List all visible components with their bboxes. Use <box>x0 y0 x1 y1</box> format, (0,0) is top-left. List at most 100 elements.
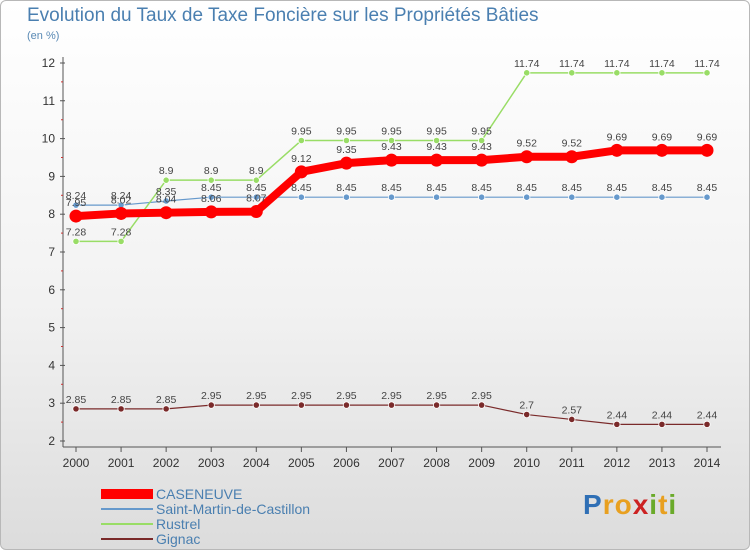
data-label-saint-martin-de-castillon: 8.35 <box>156 186 177 198</box>
data-point-caseneuve <box>520 150 534 164</box>
data-point-gignac <box>342 401 351 409</box>
data-label-rustrel: 9.95 <box>291 125 312 137</box>
data-point-gignac <box>207 401 215 409</box>
x-tick-label: 2006 <box>333 456 360 470</box>
data-point-gignac <box>568 415 576 424</box>
data-point-caseneuve <box>565 150 579 164</box>
data-point-caseneuve <box>249 205 263 219</box>
legend-label: Gignac <box>156 531 201 547</box>
data-label-rustrel: 11.74 <box>694 58 720 70</box>
logo-letter: i <box>649 489 659 520</box>
legend-label: CASENEUVE <box>156 486 243 502</box>
x-tick-label: 2010 <box>513 456 540 470</box>
x-tick-label: 2001 <box>108 456 135 470</box>
y-tick-label: 2 <box>48 434 55 448</box>
data-label-saint-martin-de-castillon: 8.45 <box>516 182 537 194</box>
data-label-caseneuve: 9.69 <box>607 131 628 143</box>
data-label-gignac: 2.95 <box>246 390 267 402</box>
x-tick-label: 2003 <box>198 456 225 470</box>
data-point-saint-martin-de-castillon <box>162 197 170 205</box>
x-tick-label: 2000 <box>63 456 90 470</box>
data-point-gignac <box>117 405 125 413</box>
data-label-caseneuve: 9.43 <box>381 141 402 153</box>
data-point-caseneuve <box>475 153 489 167</box>
y-tick-label: 11 <box>43 94 56 108</box>
data-label-saint-martin-de-castillon: 8.45 <box>607 182 628 194</box>
data-label-saint-martin-de-castillon: 8.45 <box>246 182 267 194</box>
data-label-caseneuve: 7.95 <box>66 197 87 209</box>
data-point-gignac <box>523 410 531 419</box>
data-label-caseneuve: 9.52 <box>562 138 583 150</box>
data-point-rustrel <box>207 176 215 184</box>
data-label-gignac: 2.95 <box>336 390 357 402</box>
data-point-gignac <box>703 420 711 428</box>
data-label-gignac: 2.85 <box>66 394 87 406</box>
data-point-gignac <box>432 401 441 409</box>
data-label-gignac: 2.95 <box>381 390 402 402</box>
data-point-gignac <box>72 405 80 413</box>
data-point-saint-martin-de-castillon <box>523 193 531 201</box>
data-point-caseneuve <box>385 153 398 167</box>
data-label-saint-martin-de-castillon: 8.45 <box>426 182 447 194</box>
data-label-caseneuve: 9.52 <box>516 138 537 150</box>
data-point-gignac <box>297 401 305 409</box>
data-point-caseneuve <box>294 165 308 179</box>
data-label-caseneuve: 8.07 <box>246 193 267 205</box>
data-label-gignac: 2.95 <box>471 390 492 402</box>
x-tick-label: 2004 <box>243 456 270 470</box>
data-point-rustrel <box>342 136 351 145</box>
data-point-rustrel <box>703 69 711 77</box>
data-point-gignac <box>252 401 260 409</box>
legend-label: Rustrel <box>156 516 201 532</box>
x-tick-label: 2002 <box>153 456 180 470</box>
legend-swatch <box>101 538 153 540</box>
x-tick-label: 2005 <box>288 456 315 470</box>
y-tick-label: 3 <box>48 396 55 410</box>
data-point-gignac <box>478 401 486 409</box>
data-label-caseneuve: 8.06 <box>201 193 222 205</box>
data-point-gignac <box>613 420 621 428</box>
data-label-gignac: 2.85 <box>156 394 177 406</box>
data-point-rustrel <box>162 176 170 184</box>
data-point-rustrel <box>252 176 260 184</box>
data-label-caseneuve: 8.04 <box>156 194 177 206</box>
data-point-rustrel <box>387 136 396 145</box>
data-point-caseneuve <box>339 156 353 170</box>
data-label-gignac: 2.95 <box>426 390 447 402</box>
data-point-caseneuve <box>700 143 714 157</box>
data-label-saint-martin-de-castillon: 8.24 <box>111 190 132 202</box>
data-point-caseneuve <box>655 143 669 157</box>
data-label-saint-martin-de-castillon: 8.45 <box>697 182 718 194</box>
data-point-caseneuve <box>114 206 128 220</box>
data-label-gignac: 2.95 <box>201 390 222 402</box>
data-label-caseneuve: 9.69 <box>652 131 673 143</box>
x-tick-label: 2014 <box>694 456 721 470</box>
legend-swatch <box>101 508 153 510</box>
data-point-caseneuve <box>430 153 444 167</box>
data-point-saint-martin-de-castillon <box>568 193 576 201</box>
data-label-saint-martin-de-castillon: 8.45 <box>562 182 583 194</box>
data-point-saint-martin-de-castillon <box>387 193 396 201</box>
legend-swatch <box>101 523 153 525</box>
proxiti-logo: Proxiti <box>583 489 677 521</box>
y-tick-label: 8 <box>48 207 55 221</box>
data-point-gignac <box>658 420 666 428</box>
data-point-gignac <box>387 401 396 409</box>
data-point-rustrel <box>523 69 531 77</box>
data-label-rustrel: 8.9 <box>249 165 264 177</box>
data-label-rustrel: 8.9 <box>159 165 174 177</box>
x-tick-label: 2011 <box>559 456 585 470</box>
data-label-gignac: 2.44 <box>697 409 718 421</box>
logo-letter: o <box>614 489 633 520</box>
x-tick-label: 2008 <box>423 456 450 470</box>
logo-letter: r <box>602 489 615 520</box>
data-label-rustrel: 9.95 <box>471 125 492 137</box>
data-point-saint-martin-de-castillon <box>342 193 351 201</box>
x-tick-label: 2009 <box>468 456 495 470</box>
data-label-saint-martin-de-castillon: 8.45 <box>201 182 222 194</box>
data-label-rustrel: 11.74 <box>649 58 675 70</box>
data-label-gignac: 2.44 <box>652 409 673 421</box>
data-label-rustrel: 7.28 <box>111 226 132 238</box>
y-tick-label: 5 <box>48 321 55 335</box>
data-label-rustrel: 8.9 <box>204 165 219 177</box>
